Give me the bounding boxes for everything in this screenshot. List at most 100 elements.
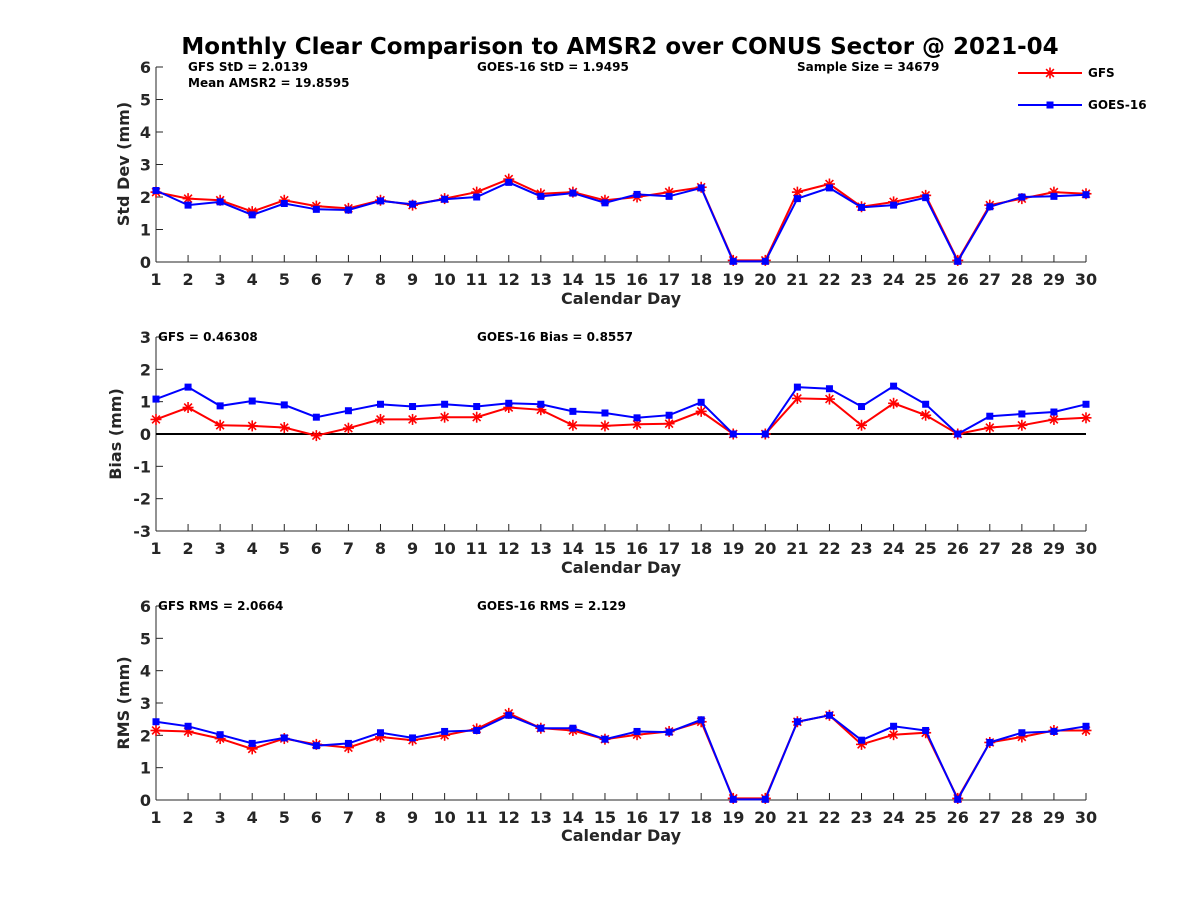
std-dev-mm-goes-16-point-square: [954, 257, 962, 265]
rms-mm-xtick-label: 7: [343, 808, 354, 827]
std-dev-mm-xtick-label: 9: [407, 270, 418, 289]
rms-mm-xtick-label: 16: [626, 808, 648, 827]
bias-mm-gfs-point-stroke: [985, 423, 995, 432]
bias-mm-gfs-point-stroke: [440, 412, 450, 422]
rms-mm-goes-16-point-square: [569, 724, 577, 732]
bias-mm-gfs-point: [246, 420, 258, 432]
bias-mm-gfs-point: [984, 422, 996, 434]
bias-mm-ytick-label: 0: [140, 425, 151, 444]
std-dev-mm-xtick-label: 3: [215, 270, 226, 289]
rms-mm-ytick-label: 5: [140, 629, 151, 648]
rms-mm-goes-16-point: [858, 736, 866, 744]
std-dev-mm-goes-16-point-square: [601, 199, 609, 207]
std-dev-mm-xtick-label: 12: [498, 270, 520, 289]
std-dev-mm-goes-16-point: [1050, 192, 1058, 200]
bias-mm-ytick-label: -1: [133, 457, 151, 476]
bias-mm-xtick-label: 26: [947, 539, 969, 558]
rms-mm-goes-16-point-square: [376, 729, 384, 737]
bias-mm-gfs-point-stroke: [1049, 414, 1059, 424]
rms-mm-xtick-label: 13: [530, 808, 552, 827]
std-dev-mm-goes-16-point-square: [344, 206, 352, 214]
std-dev-mm-ytick-label: 3: [140, 156, 151, 175]
bias-mm-xtick-label: 22: [818, 539, 840, 558]
rms-mm-xtick-label: 5: [279, 808, 290, 827]
rms-mm-xtick-label: 3: [215, 808, 226, 827]
bias-mm-goes-16-point-square: [858, 403, 866, 411]
bias-mm-gfs-point: [150, 413, 162, 425]
bias-mm-goes-16-point: [312, 413, 320, 421]
std-dev-mm-goes-16-point-square: [665, 192, 673, 200]
bias-mm-goes-16-point-square: [441, 400, 449, 408]
std-dev-mm-goes-16-point-square: [1050, 192, 1058, 200]
std-dev-mm-goes-16-point: [441, 195, 449, 203]
rms-mm-goes-16-point-square: [409, 734, 417, 742]
rms-mm-goes-16-point: [761, 795, 769, 803]
rms-mm-goes-16-point-square: [890, 722, 898, 730]
bias-mm-goes-16-point: [537, 400, 545, 408]
bias-mm-goes-16-point-square: [184, 383, 192, 391]
rms-mm-goes-16-point-square: [248, 739, 256, 747]
std-dev-mm-xtick-label: 8: [375, 270, 386, 289]
std-dev-mm-goes-16-point-square: [633, 190, 641, 198]
bias-mm-goes-16-point-square: [344, 407, 352, 415]
bias-mm-goes-16-point: [1018, 410, 1026, 418]
rms-mm-goes-16-point: [697, 716, 705, 724]
std-dev-mm-xtick-label: 21: [786, 270, 808, 289]
rms-mm-goes-16-point-square: [184, 722, 192, 730]
gfs-std-annotation: GFS StD = 2.0139: [188, 60, 308, 74]
bias-mm-gfs-point-stroke: [857, 420, 866, 430]
std-dev-mm-goes-16-point: [1018, 193, 1026, 201]
rms-mm-xtick-label: 11: [466, 808, 488, 827]
std-dev-mm-goes-16-point: [473, 193, 481, 201]
rms-mm-ytick-label: 2: [140, 726, 151, 745]
rms-mm-xtick-label: 17: [658, 808, 680, 827]
std-dev-mm-goes-16-point-square: [280, 200, 288, 207]
bias-mm-gfs-point-stroke: [311, 431, 321, 441]
std-dev-mm-xtick-label: 4: [247, 270, 258, 289]
rms-mm-goes-16-point: [409, 734, 417, 742]
rms-mm-goes-16-point: [376, 729, 384, 737]
std-dev-mm-goes-16-point: [505, 178, 513, 186]
bias-mm-goes-16-point: [184, 383, 192, 391]
bias-mm-goes-16-point-square: [697, 398, 705, 406]
bias-mm-gfs-point: [374, 413, 386, 425]
std-dev-mm-goes-16-point-square: [409, 200, 417, 208]
bias-mm-goes-16-point: [1050, 408, 1058, 416]
std-dev-mm-goes-16-point-square: [184, 201, 192, 209]
bias-mm-ytick-label: 2: [140, 360, 151, 379]
rms-mm-xtick-label: 23: [850, 808, 872, 827]
rms-mm-goes-16-point: [537, 724, 545, 732]
rms-mm-goes-16-point-square: [280, 734, 288, 742]
rms-mm-ytick-label: 4: [140, 662, 151, 681]
std-dev-mm-goes-16-point: [537, 192, 545, 200]
bias-mm-ytick-label: 1: [140, 393, 151, 412]
bias-mm-xtick-label: 29: [1043, 539, 1065, 558]
bias-mm-gfs-point: [1048, 413, 1060, 425]
std-dev-mm-xtick-label: 11: [466, 270, 488, 289]
std-dev-mm-goes-16-point-square: [729, 257, 737, 265]
rms-mm-xtick-label: 28: [1011, 808, 1033, 827]
bias-mm-goes-16-point-square: [569, 407, 577, 415]
rms-mm-xtick-label: 30: [1075, 808, 1097, 827]
std-dev-mm-gfs-point-stroke: [183, 194, 193, 204]
rms-mm-goes-16-point-square: [1018, 729, 1026, 737]
bias-mm-goes-16-point: [152, 395, 160, 403]
rms-mm-goes-16-point: [344, 739, 352, 747]
bias-mm-gfs-point-stroke: [472, 412, 482, 422]
std-dev-mm-goes-16-point: [216, 198, 224, 206]
std-dev-mm-goes-16-point: [280, 200, 288, 207]
bias-mm-goes-16-point: [793, 383, 801, 391]
bias-mm-xtick-label: 3: [215, 539, 226, 558]
bias-mm-goes-16-line: [155, 384, 1087, 436]
rms-mm-goes-16-point-square: [601, 735, 609, 743]
rms-mm-gfs-point-stroke: [151, 726, 161, 735]
std-dev-mm-goes-16-point-square: [1082, 191, 1090, 199]
bias-mm-xtick-label: 30: [1075, 539, 1097, 558]
bias-mm-xtick-label: 17: [658, 539, 680, 558]
bias-mm-gfs-point: [695, 405, 707, 417]
legend-marker-goes-16-shape: [1046, 101, 1054, 109]
rms-mm-gfs-point-stroke: [889, 730, 899, 740]
